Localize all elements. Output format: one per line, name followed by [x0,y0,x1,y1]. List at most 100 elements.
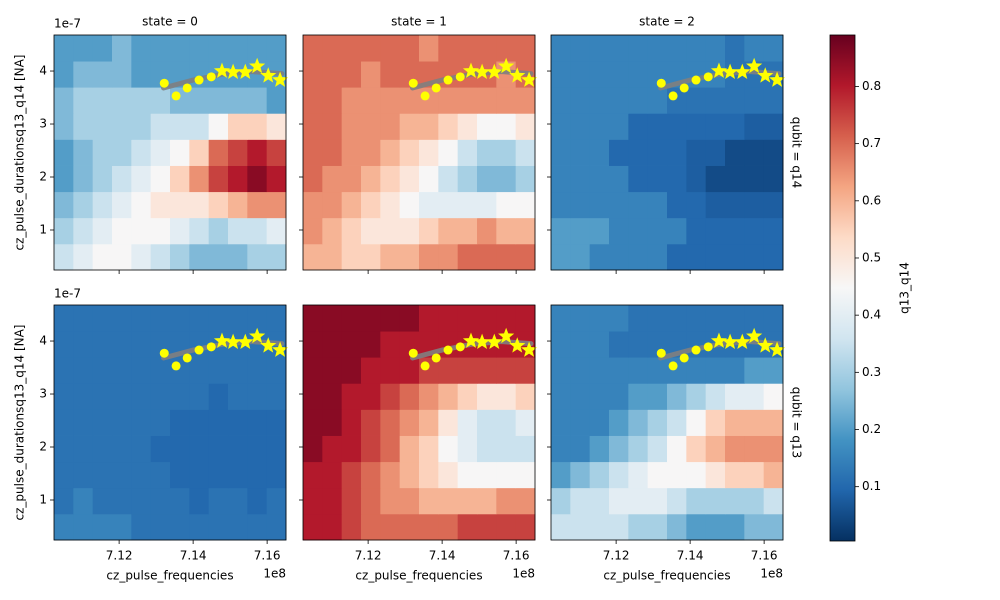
heatmap-cell [628,243,649,271]
heatmap-cell [322,139,343,166]
star [722,333,739,349]
heatmap-cell [551,35,571,62]
heatmap-cell [589,331,610,358]
heatmap-cell [647,383,668,410]
heatmap-cell [457,139,478,166]
point [668,91,678,101]
star [768,71,786,87]
heatmap-cell [303,139,323,166]
heatmap-cell [54,331,74,358]
heatmap-cell [551,113,571,140]
heatmap-cell [744,139,765,166]
heatmap-cell [457,513,478,541]
star [213,332,231,348]
heatmap-cell [92,435,113,463]
heatmap-cell [667,165,687,193]
heatmap-cell [112,191,132,219]
heatmap-cell [322,61,343,88]
heatmap-cell [628,165,649,193]
heatmap-cell [361,409,381,436]
heatmap-cell [92,305,113,332]
column-title: state = 1 [391,15,447,29]
heatmap-cell [341,305,362,332]
heatmap-cell [725,217,745,245]
heatmap-cell [361,191,381,219]
heatmap-cell [170,435,190,463]
heatmap-cell [131,331,152,358]
heatmap-cell [515,191,536,219]
heatmap-cell [609,87,629,114]
heatmap-cell [322,35,343,62]
heatmap-cell [647,409,668,436]
star [486,63,503,79]
heatmap-cell [647,139,668,166]
heatmap-cell [763,461,784,489]
point [431,353,441,363]
heatmap-cell [150,383,171,410]
heatmap-cell [303,113,323,140]
panel-frame [302,304,536,541]
heatmap-cell [208,383,229,410]
heatmap-cell [609,35,629,62]
heatmap-cell [228,191,248,219]
heatmap-cell [457,217,478,245]
heatmap-cell [150,409,171,436]
heatmap-cell [725,191,745,219]
star [734,63,751,79]
heatmap-cell [438,513,459,541]
heatmap-cell [189,409,210,436]
heatmap-cell [438,461,459,489]
heatmap-cell [131,139,152,166]
heatmap-cell [686,487,707,515]
heatmap-cell [399,165,420,193]
heatmap-cell [647,461,668,489]
heatmap-cell [744,113,765,140]
heatmap-cell [380,435,401,463]
heatmap-cell [609,513,629,541]
heatmap-cell [725,305,745,332]
heatmap-cell [477,487,497,515]
heatmap-cell [686,113,707,140]
heatmap-cell [515,139,536,166]
heatmap-cell [380,461,401,489]
point [159,78,169,88]
colorbar-label: q13_q14 [898,262,912,314]
heatmap-cell [399,87,420,114]
heatmap-cell [399,113,420,140]
heatmap-cell [667,191,687,219]
star [260,337,277,353]
heatmap-cell [667,305,687,332]
point [679,83,689,93]
heatmap-cell [131,243,152,271]
heatmap-cell [725,487,745,515]
heatmap-cell [73,461,94,489]
heatmap-cell [496,383,517,410]
heatmap-cell [686,461,707,489]
heatmap-cell [570,243,591,271]
heatmap-cell [228,435,248,463]
heatmap-cell [303,461,323,489]
panel-frame [53,304,287,541]
point [194,345,204,355]
heatmap-cell [92,513,113,541]
heatmap-cell [477,217,497,245]
x-tick-label: 7.16 [254,549,281,563]
heatmap-cell [551,461,571,489]
heatmap-cell [112,217,132,245]
heatmap-cell [266,461,287,489]
heatmap-cell [54,383,74,410]
heatmap-cell [725,35,745,62]
heatmap-cell [54,409,74,436]
heatmap-cell [266,191,287,219]
heatmap-cell [725,383,745,410]
heatmap-cell [667,435,687,463]
heatmap-cell [763,35,784,62]
heatmap-cell [667,513,687,541]
x-tick-label: 7.14 [180,549,207,563]
heatmap-cell [515,113,536,140]
heatmap-cell [73,409,94,436]
heatmap-cell [457,305,478,332]
heatmap-cell [380,139,401,166]
star [486,333,503,349]
point [182,83,192,93]
